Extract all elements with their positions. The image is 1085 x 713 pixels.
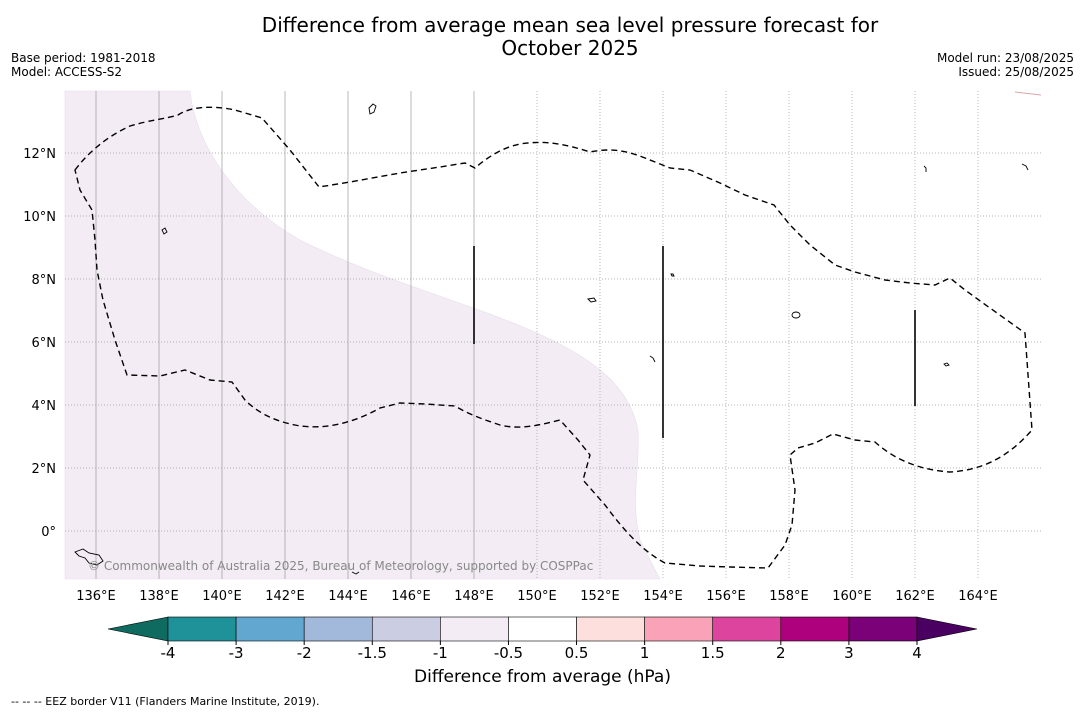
title-line-1: Difference from average mean sea level p… (261, 13, 879, 37)
colorbar-segment (508, 616, 577, 642)
model-text: Model: ACCESS-S2 (11, 65, 123, 79)
eez-boundary (74, 106, 1033, 569)
lon-tick: 160°E (832, 589, 872, 604)
island-11 (1021, 163, 1029, 171)
island-7 (649, 355, 656, 363)
islands (74, 91, 1042, 575)
colorbar (107, 616, 978, 642)
lon-tick: 138°E (139, 589, 179, 604)
lon-tick: 158°E (769, 589, 809, 604)
colorbar-segment (644, 616, 714, 642)
title-line-2: October 2025 (501, 36, 639, 60)
colorbar-tick-label: 4 (912, 644, 922, 662)
island-3 (587, 297, 597, 303)
colorbar-tick-label: 3 (844, 644, 854, 662)
island-8 (74, 548, 104, 566)
lon-tick: 146°E (391, 589, 431, 604)
colorbar-segment (848, 616, 918, 642)
island-2 (161, 227, 168, 235)
meridian-markers (473, 246, 916, 438)
map-area (64, 90, 1042, 580)
lon-tick: 144°E (328, 589, 368, 604)
lat-tick: 8°N (32, 273, 57, 288)
island-6 (670, 273, 675, 277)
lon-tick: 154°E (643, 589, 683, 604)
lat-tick: 4°N (32, 399, 57, 414)
coast-fragment (1014, 91, 1042, 96)
colorbar-tick-label: -3 (229, 644, 244, 662)
colorbar-ticks: -4 -3 -2 -1.5 -1 -0.5 0.5 1 1.5 2 3 4 (161, 641, 922, 662)
copyright-text: © Commonwealth of Australia 2025, Bureau… (88, 559, 593, 573)
island-9 (351, 571, 360, 575)
colorbar-segment (235, 616, 305, 642)
colorbar-segment (440, 616, 509, 642)
colorbar-tick-label: 2 (776, 644, 786, 662)
colorbar-arrow-low (107, 616, 169, 642)
island-1 (368, 103, 377, 115)
lon-tick: 164°E (958, 589, 998, 604)
lon-tick: 148°E (454, 589, 494, 604)
chart-title: Difference from average mean sea level p… (0, 14, 1085, 60)
lat-tick: 6°N (32, 336, 57, 351)
footnote: -- -- -- EEZ border V11 (Flanders Marine… (11, 695, 320, 708)
island-10 (923, 165, 927, 172)
colorbar-tick-label: 1 (640, 644, 650, 662)
issued-text: Issued: 25/08/2025 (958, 65, 1074, 79)
island-5 (943, 362, 950, 367)
meta-left: Base period: 1981-2018 Model: ACCESS-S2 (11, 51, 156, 79)
colorbar-segment (712, 616, 782, 642)
lat-tick: 2°N (32, 462, 57, 477)
colorbar-tick-label: 1.5 (701, 644, 725, 662)
colorbar-tick-label: -0.5 (494, 644, 523, 662)
lon-tick: 152°E (580, 589, 620, 604)
lon-tick: 156°E (706, 589, 746, 604)
lat-tick: 10°N (23, 210, 56, 225)
lon-tick: 136°E (76, 589, 116, 604)
lon-tick: 162°E (895, 589, 935, 604)
lat-tick-labels: 12°N 10°N 8°N 6°N 4°N 2°N 0° (23, 147, 56, 540)
lon-tick: 142°E (265, 589, 305, 604)
colorbar-tick-label: -1.5 (358, 644, 387, 662)
lat-gridlines (65, 152, 1042, 532)
colorbar-segment (371, 616, 441, 642)
colorbar-tick-label: -2 (297, 644, 312, 662)
colorbar-tick-label: -1 (433, 644, 448, 662)
colorbar-segment (576, 616, 645, 642)
colorbar-tick-label: 0.5 (565, 644, 589, 662)
colorbar-arrow-high (916, 616, 978, 642)
anomaly-fill-region (64, 90, 661, 580)
base-period-text: Base period: 1981-2018 (11, 51, 156, 65)
lon-tick: 150°E (517, 589, 557, 604)
colorbar-segment (780, 616, 850, 642)
lon-tick: 140°E (202, 589, 242, 604)
model-run-text: Model run: 23/08/2025 (936, 51, 1074, 65)
lat-tick: 12°N (23, 147, 56, 162)
lat-tick: 0° (41, 525, 56, 540)
colorbar-segment (303, 616, 373, 642)
lon-tick-labels: 136°E 138°E 140°E 142°E 144°E 146°E 148°… (76, 589, 998, 604)
meta-right: Model run: 23/08/2025 Issued: 25/08/2025 (937, 51, 1074, 79)
colorbar-label: Difference from average (hPa) (414, 667, 671, 687)
colorbar-tick-label: -4 (161, 644, 176, 662)
colorbar-segment (167, 616, 237, 642)
island-4 (791, 311, 801, 319)
